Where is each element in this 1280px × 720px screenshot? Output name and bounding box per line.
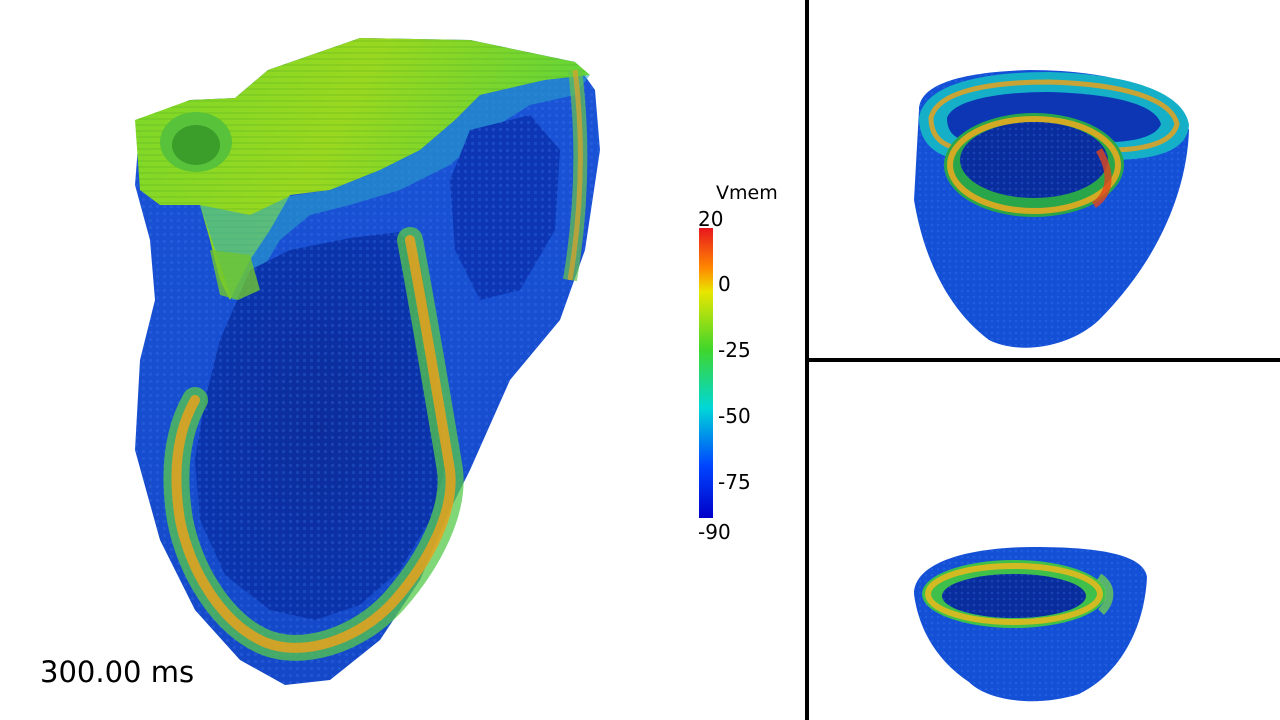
heart-longitudinal-view [135,38,600,685]
lv-ring-wave [947,116,1121,214]
apical-side-wave [1096,573,1114,615]
bottom-right-3d-viewport[interactable] [809,362,1280,720]
apical-ring-wave [925,563,1103,625]
time-readout: 300.00 ms [40,655,195,689]
right-cavity-texture [450,115,560,300]
wavefront-right-core [567,69,583,281]
viewport-divider-vertical[interactable] [805,0,809,720]
top-right-3d-viewport[interactable] [809,0,1280,358]
septum-activation [210,250,260,300]
viewport-divider-horizontal[interactable] [809,358,1280,362]
main-3d-viewport[interactable]: Vmem 20 0 -25 -50 -75 -90 300.00 ms [0,0,805,720]
transition-band [200,75,590,300]
wavefront-core [171,235,456,653]
cavity-texture [195,232,445,620]
heart-apical-slice-view [914,547,1147,702]
vessel-lumen [172,125,220,165]
apical-cavity-texture [942,574,1086,618]
septum-wave-hot [1091,148,1112,208]
heart-basal-slice-view [914,70,1189,348]
lv-cavity-texture [960,122,1108,198]
